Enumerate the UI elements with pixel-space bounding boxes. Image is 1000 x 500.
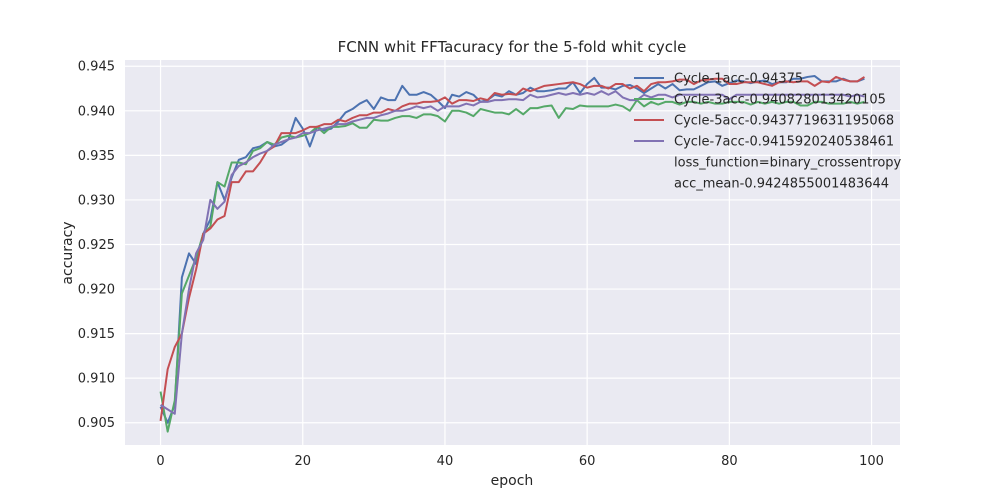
y-tick-label: 0.925 (78, 238, 115, 253)
y-tick-label: 0.930 (78, 193, 115, 208)
series-line-4 (160, 90, 865, 415)
legend-note-2: acc_mean-0.9424855001483644 (674, 177, 889, 192)
x-axis-label: epoch (491, 473, 534, 489)
chart-title: FCNN whit FFTacuracy for the 5-fold whit… (338, 38, 687, 56)
y-tick-label: 0.915 (78, 327, 115, 342)
legend-label-4: Cycle-7acc-0.9415920240538461 (674, 135, 894, 150)
y-tick-label: 0.940 (78, 104, 115, 119)
y-tick-label: 0.905 (78, 416, 115, 431)
legend-label-2: Cycle-3acc-0.940828013420105 (674, 93, 886, 108)
y-tick-label: 0.945 (78, 60, 115, 75)
legend-note-1: loss_function=binary_crossentropy (674, 156, 902, 171)
tick-labels: 0 20 40 60 80 100 0.905 0.910 0.915 0.920 0.925 0.9… (78, 60, 884, 469)
y-axis-label: accuracy (60, 221, 76, 284)
y-tick-label: 0.935 (78, 149, 115, 164)
legend-label-3: Cycle-5acc-0.9437719631195068 (674, 114, 894, 129)
series-line-3 (159, 75, 865, 422)
series-lines (159, 75, 865, 433)
x-tick-label: 60 (579, 454, 596, 469)
x-tick-label: 40 (437, 454, 454, 469)
y-tick-label: 0.920 (78, 283, 115, 298)
x-tick-label: 20 (294, 454, 311, 469)
plot-area (125, 60, 900, 445)
y-tick-label: 0.910 (78, 372, 115, 387)
legend-label-1: Cycle-1acc-0.94375 (674, 72, 803, 87)
x-tick-label: 100 (859, 454, 884, 469)
x-tick-label: 80 (721, 454, 738, 469)
x-tick-label: 0 (156, 454, 164, 469)
legend: Cycle-1acc-0.94375 Cycle-3acc-0.940828013… (634, 72, 902, 192)
